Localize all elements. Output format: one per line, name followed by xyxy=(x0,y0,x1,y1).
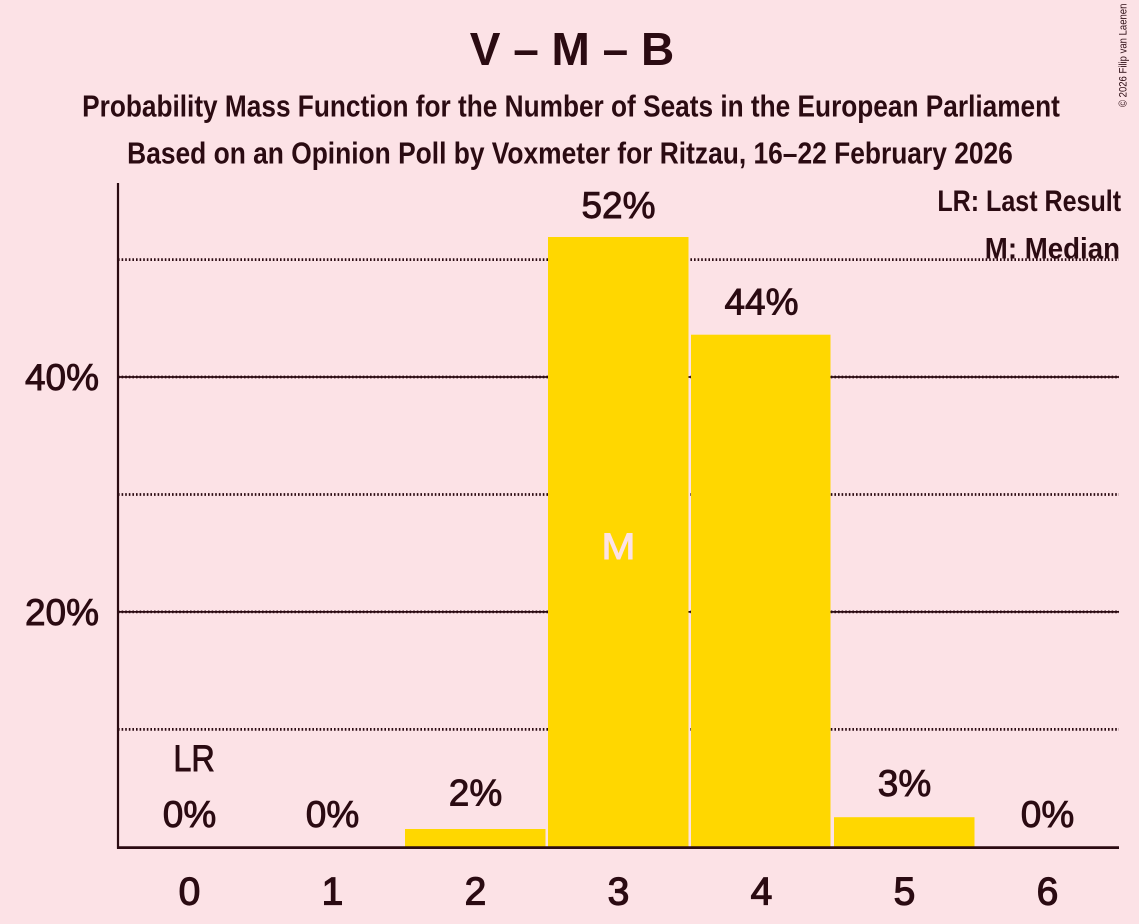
svg-text:4: 4 xyxy=(751,871,773,914)
svg-text:40%: 40% xyxy=(25,357,99,398)
svg-text:0%: 0% xyxy=(306,794,359,835)
svg-text:44%: 44% xyxy=(724,282,798,323)
svg-text:20%: 20% xyxy=(25,592,99,633)
svg-text:0%: 0% xyxy=(163,794,216,835)
svg-text:LR: LR xyxy=(173,739,214,779)
svg-text:© 2026 Filip van Laenen: © 2026 Filip van Laenen xyxy=(1118,3,1130,107)
svg-text:6: 6 xyxy=(1037,871,1059,914)
svg-text:1: 1 xyxy=(322,871,344,914)
svg-text:0: 0 xyxy=(179,871,201,914)
svg-text:2: 2 xyxy=(465,871,487,914)
svg-text:M: M xyxy=(602,527,636,568)
svg-text:3%: 3% xyxy=(878,763,931,804)
svg-text:3: 3 xyxy=(608,871,630,914)
svg-text:M: Median: M: Median xyxy=(985,233,1120,266)
svg-text:52%: 52% xyxy=(581,185,655,226)
svg-text:Probability Mass Function for: Probability Mass Function for the Number… xyxy=(82,90,1060,125)
svg-text:2%: 2% xyxy=(449,773,502,814)
svg-text:5: 5 xyxy=(894,871,916,914)
svg-text:Based on an Opinion Poll by Vo: Based on an Opinion Poll by Voxmeter for… xyxy=(127,137,1013,171)
svg-text:0%: 0% xyxy=(1021,794,1074,835)
svg-text:LR: Last Result: LR: Last Result xyxy=(937,184,1121,218)
svg-text:V – M – B: V – M – B xyxy=(470,23,675,75)
